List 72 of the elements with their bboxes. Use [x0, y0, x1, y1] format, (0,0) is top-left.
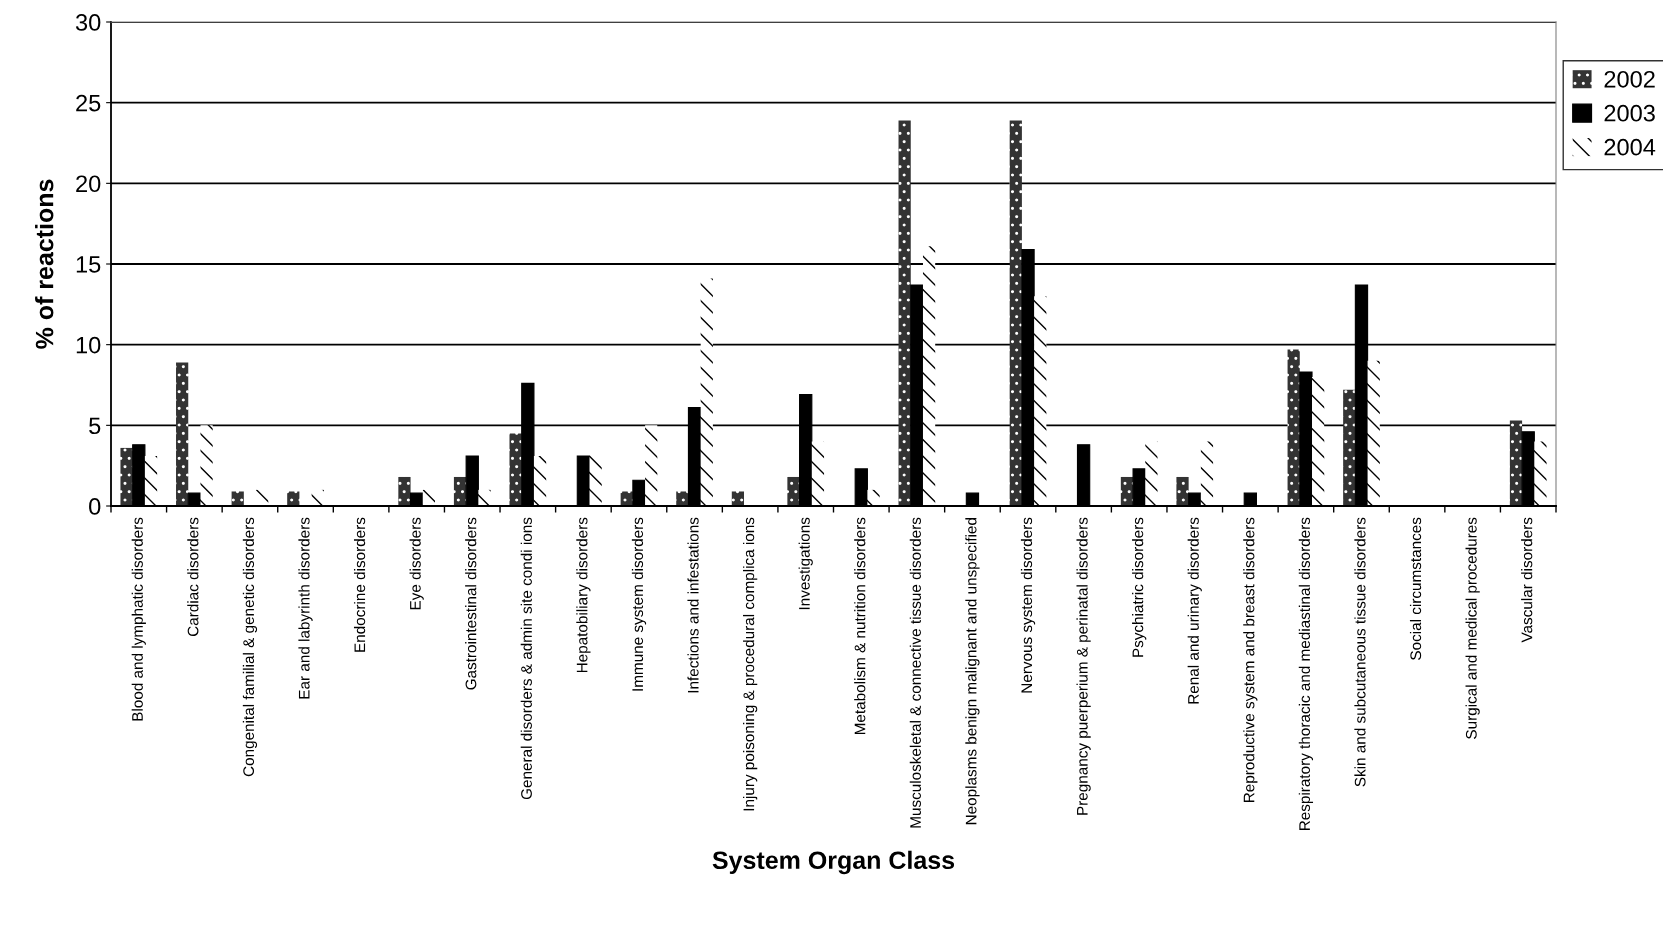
bar [1312, 376, 1325, 506]
bar [589, 455, 602, 506]
x-tick-label: Injury poisoning & procedural complica ions [743, 517, 758, 811]
bar [731, 491, 745, 506]
x-tick-label: Surgical and medical procedures [1465, 517, 1480, 739]
y-axis-title: % of reactions [35, 179, 54, 349]
x-tick-label: Renal and urinary disorders [1187, 517, 1202, 704]
bar [787, 476, 800, 506]
bar [1176, 476, 1189, 506]
y-tick-label: 30 [75, 14, 101, 31]
bar [231, 491, 244, 506]
bar [287, 491, 300, 506]
y-tick-label: 25 [76, 94, 101, 112]
bar [1534, 441, 1547, 506]
x-tick-label: Ear and labyrinth disorders [298, 517, 313, 699]
bar [1009, 120, 1022, 506]
bar [398, 476, 411, 506]
x-tick-label: Cardiac disorders [187, 517, 199, 637]
bar [700, 278, 713, 506]
x-tick-label: Congenital familial & genetic disorders [242, 517, 258, 777]
bar [1145, 441, 1158, 506]
x-tick-label: Endocrine disorders [353, 517, 366, 652]
x-tick-label: Gastrointestinal disorders [465, 517, 477, 690]
bar [509, 433, 522, 506]
x-tick-label: Nervous system disorders [1020, 517, 1036, 693]
bar [645, 425, 658, 506]
bar [1367, 360, 1380, 506]
x-tick-label: Musculoskeletal & connective tissue disorders [909, 517, 921, 828]
x-tick-label: Infections and infestations [687, 517, 699, 693]
x-tick-label: Neoplasms benign malignant and unspecified [965, 518, 980, 825]
bar [1343, 389, 1356, 506]
x-tick-label: Hepatobiliary disorders [576, 517, 591, 673]
bar [1287, 349, 1300, 506]
bar [1200, 441, 1214, 506]
x-tick-label: Immune system disorders [631, 517, 647, 691]
x-tick-label: Skin and subcutaneous tissue disorders [1354, 517, 1366, 787]
x-tick-label: Pregnancy puerperium & perinatal disorders [1076, 517, 1091, 815]
y-tick-label: 20 [76, 175, 101, 193]
x-tick-label: General disorders & admin site condi ions [520, 517, 532, 800]
bar [478, 489, 491, 506]
y-tick-label: 5 [89, 417, 101, 435]
bar [200, 425, 213, 506]
bar [176, 362, 189, 506]
bar [311, 489, 324, 506]
y-tick-label: 0 [89, 498, 101, 515]
bar [120, 447, 133, 506]
bar [898, 120, 911, 506]
x-tick-label: Social circumstances [1409, 517, 1422, 660]
y-tick-label: 15 [76, 256, 101, 273]
legend-label: 2003 [1604, 104, 1655, 122]
bar [1509, 420, 1523, 506]
x-tick-label: Respiratory thoracic and mediastinal disorders [1298, 517, 1314, 831]
x-tick-label: Metabolism & nutrition disorders [854, 517, 866, 735]
legend-label: 2002 [1604, 70, 1655, 88]
bar [422, 489, 436, 506]
bar [867, 489, 880, 506]
x-tick-label: Investigations [798, 517, 813, 610]
x-tick-label: Vascular disorders [1521, 517, 1533, 643]
bar [144, 455, 158, 506]
bar [1034, 296, 1047, 506]
bar [922, 246, 936, 506]
bar [811, 441, 825, 506]
x-tick-label: Reproductive system and breast disorders [1243, 517, 1258, 803]
bar [676, 491, 689, 506]
x-tick-label: Psychiatric disorders [1132, 517, 1147, 657]
x-tick-label: Blood and lymphatic disorders [131, 517, 146, 721]
y-tick-label: 10 [76, 336, 101, 354]
x-axis-title: System Organ Class [712, 850, 955, 875]
x-tick-label: Eye disorders [409, 517, 424, 610]
bar [533, 455, 547, 506]
legend-label: 2004 [1604, 138, 1656, 156]
bar [256, 489, 269, 506]
